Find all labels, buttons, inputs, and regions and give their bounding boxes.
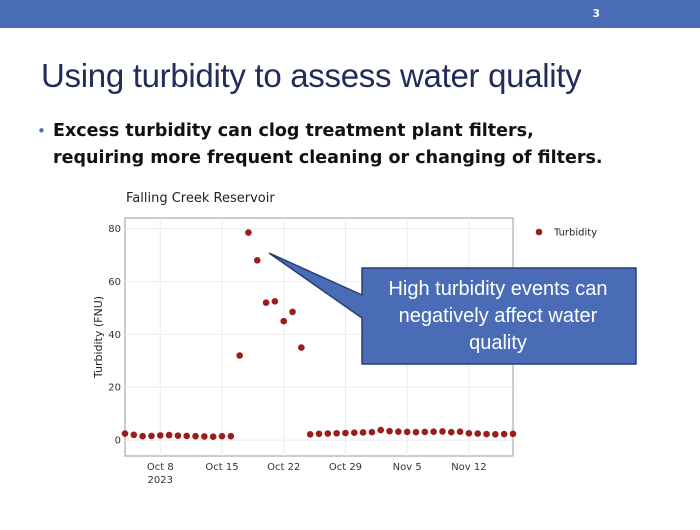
axis-ticks: 0 20 40 60 80 Oct 8 2023 Oct 15 Oct 22 Oct 29 Nov … xyxy=(108,224,486,486)
legend-label: Turbidity xyxy=(553,228,597,239)
page-number: 3 xyxy=(592,7,600,20)
data-point xyxy=(368,428,376,436)
legend: Turbidity xyxy=(535,228,597,239)
data-point xyxy=(306,431,314,438)
y-axis-label: Turbidity (FNU) xyxy=(92,296,105,379)
data-point xyxy=(359,429,367,436)
x-tick-label: Oct 8 xyxy=(147,462,174,473)
data-point xyxy=(509,430,517,438)
data-point xyxy=(465,429,473,437)
data-point xyxy=(245,229,252,236)
data-point xyxy=(456,428,464,435)
data-point xyxy=(492,431,499,438)
slide-title: Using turbidity to assess water quality xyxy=(41,57,582,94)
data-point xyxy=(227,432,235,440)
data-point xyxy=(395,428,402,435)
data-point xyxy=(500,430,508,438)
x-tick-label: Oct 15 xyxy=(205,462,238,473)
data-point xyxy=(148,432,155,440)
data-point xyxy=(412,428,420,436)
y-tick-label: 20 xyxy=(108,383,121,394)
data-point xyxy=(218,432,226,440)
data-point xyxy=(439,428,446,435)
data-point xyxy=(386,427,393,435)
header-bar: 3 xyxy=(0,0,700,28)
data-point xyxy=(403,428,411,436)
data-point xyxy=(377,426,385,434)
x-tick-label: Nov 12 xyxy=(451,462,486,473)
data-point xyxy=(333,429,340,437)
y-tick-label: 60 xyxy=(108,277,121,288)
chart-title: Falling Creek Reservoir xyxy=(126,191,275,206)
x-tick-label: Oct 29 xyxy=(329,462,362,473)
data-point xyxy=(262,299,270,306)
data-point xyxy=(165,431,173,439)
y-tick-label: 80 xyxy=(108,224,121,235)
data-point xyxy=(350,429,358,437)
data-point xyxy=(156,432,164,439)
data-point xyxy=(447,428,455,436)
data-point xyxy=(324,430,332,437)
bullet-dot-icon: • xyxy=(37,122,46,140)
callout-text: High turbidity events can negatively aff… xyxy=(388,277,608,354)
data-point xyxy=(280,317,288,325)
data-point xyxy=(139,432,146,440)
x-tick-label: Oct 22 xyxy=(267,462,300,473)
data-point xyxy=(474,430,482,437)
data-point xyxy=(253,257,261,264)
legend-marker xyxy=(535,228,543,236)
callout-box xyxy=(268,252,637,365)
y-tick-label: 40 xyxy=(108,330,121,341)
data-point xyxy=(183,432,191,440)
data-point xyxy=(236,352,243,359)
data-point xyxy=(430,428,437,435)
data-point xyxy=(342,429,349,437)
data-point xyxy=(483,430,490,438)
data-point xyxy=(130,431,138,439)
y-tick-label: 0 xyxy=(115,436,121,447)
x-tick-sublabel: 2023 xyxy=(148,475,173,486)
bullet-text: Excess turbidity can clog treatment plan… xyxy=(53,121,603,168)
data-point xyxy=(192,432,199,440)
data-point xyxy=(174,432,182,439)
data-point xyxy=(298,344,305,351)
data-point xyxy=(209,433,217,440)
data-point xyxy=(201,433,208,440)
data-point xyxy=(315,430,323,438)
data-point xyxy=(421,428,429,436)
data-points xyxy=(121,229,517,440)
data-point xyxy=(271,298,279,305)
bullet-item: • Excess turbidity can clog treatment pl… xyxy=(37,118,637,172)
x-tick-label: Nov 5 xyxy=(393,462,422,473)
data-point xyxy=(289,308,296,316)
data-point xyxy=(121,430,129,437)
